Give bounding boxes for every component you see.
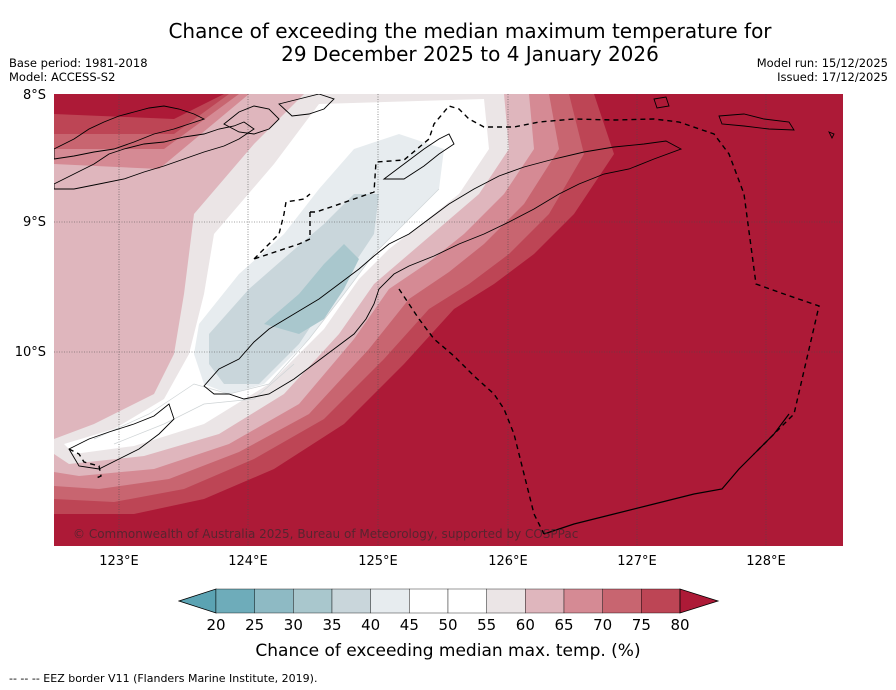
- colorbar-cell-50-55: [447, 588, 487, 614]
- colorbar-tick-40: 40: [361, 616, 381, 634]
- colorbar-cell-55-60: [486, 588, 526, 614]
- graticule: [54, 94, 843, 546]
- lat-label-8s: 8°S: [22, 88, 46, 103]
- issued-text: Issued: 17/12/2025: [777, 70, 888, 84]
- lon-label-128e: 128°E: [746, 554, 786, 569]
- lon-label-127e: 127°E: [617, 554, 657, 569]
- colorbar-tick-25: 25: [245, 616, 265, 634]
- colorbar: [177, 588, 720, 618]
- colorbar-cell-70-75: [602, 588, 642, 614]
- model-run-text: Model run: 15/12/2025: [756, 56, 888, 70]
- colorbar-cell-40-45: [370, 588, 410, 614]
- colorbar-tick-55: 55: [477, 616, 497, 634]
- colorbar-tick-75: 75: [631, 616, 651, 634]
- contour-lines: [93, 188, 440, 445]
- colorbar-under-triangle: [177, 588, 217, 614]
- probability-map: [54, 94, 843, 546]
- contour-band-40: [209, 194, 379, 384]
- colorbar-tick-45: 45: [399, 616, 419, 634]
- lon-label-123e: 123°E: [99, 554, 139, 569]
- colorbar-cell-20-25: [215, 588, 255, 614]
- model-text: Model: ACCESS-S2: [9, 70, 116, 84]
- colorbar-tick-70: 70: [593, 616, 613, 634]
- lon-label-125e: 125°E: [358, 554, 398, 569]
- colorbar-cell-45-50: [409, 588, 449, 614]
- title-line-2: 29 December 2025 to 4 January 2026: [281, 42, 659, 66]
- colorbar-tick-30: 30: [283, 616, 303, 634]
- copyright-notice: © Commonwealth of Australia 2025, Bureau…: [73, 527, 579, 541]
- lon-label-124e: 124°E: [228, 554, 268, 569]
- colorbar-label: Chance of exceeding median max. temp. (%…: [255, 641, 641, 661]
- eez-border: [68, 105, 820, 535]
- contour-band-35: [264, 244, 359, 334]
- colorbar-cell-25-30: [254, 588, 294, 614]
- colorbar-tick-35: 35: [322, 616, 342, 634]
- colorbar-tick-80: 80: [670, 616, 690, 634]
- base-period-text: Base period: 1981-2018: [9, 56, 148, 70]
- map-title: Chance of exceeding the median maximum t…: [0, 20, 896, 66]
- colorbar-cell-35-40: [331, 588, 371, 614]
- colorbar-tick-60: 60: [515, 616, 535, 634]
- colorbar-tick-20: 20: [206, 616, 226, 634]
- colorbar-tick-50: 50: [438, 616, 458, 634]
- colorbar-cell-65-70: [563, 588, 603, 614]
- colorbar-cell-75-80: [641, 588, 681, 614]
- lat-label-10s: 10°S: [14, 345, 46, 360]
- lon-label-126e: 126°E: [488, 554, 528, 569]
- colorbar-tick-65: 65: [554, 616, 574, 634]
- eez-footer-note: -- -- -- EEZ border V11 (Flanders Marine…: [9, 672, 318, 685]
- metadata-right: Model run: 15/12/2025 Issued: 17/12/2025: [757, 56, 888, 84]
- eez-border-solid: [543, 413, 790, 535]
- metadata-left: Base period: 1981-2018 Model: ACCESS-S2: [9, 56, 148, 84]
- colorbar-cell-60-65: [525, 588, 565, 614]
- title-line-1: Chance of exceeding the median maximum t…: [168, 19, 772, 43]
- colorbar-cell-30-35: [293, 588, 333, 614]
- lat-label-9s: 9°S: [22, 215, 46, 230]
- coastline: [54, 94, 835, 470]
- colorbar-over-triangle: [679, 588, 720, 614]
